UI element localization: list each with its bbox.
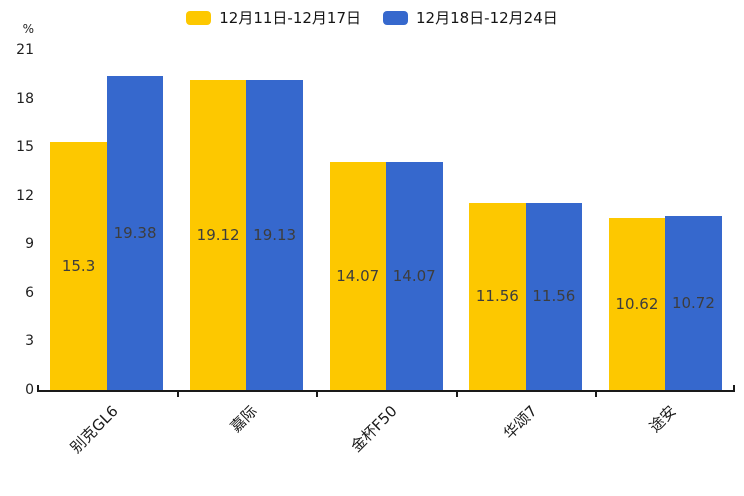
x-axis-tick <box>316 392 319 397</box>
bar-12月11日-12月17日-华颂7[interactable]: 11.56 <box>469 202 526 390</box>
x-axis-category-label: 别克GL6 <box>66 402 122 457</box>
bar-value-label: 19.38 <box>113 224 157 243</box>
bar-12月18日-12月24日-金杯F50[interactable]: 14.07 <box>386 162 443 390</box>
y-axis-tick-label: 6 <box>25 284 34 301</box>
y-axis-tick-label: 9 <box>25 236 34 253</box>
bar-value-label: 14.07 <box>336 267 380 286</box>
bar-value-label: 19.12 <box>196 226 240 245</box>
bar-12月18日-12月24日-华颂7[interactable]: 11.56 <box>525 202 583 390</box>
legend-swatch-week1-icon <box>186 10 212 25</box>
x-axis-category-label: 金杯F50 <box>347 402 401 456</box>
legend-item-week1[interactable]: 12月11日-12月17日 <box>186 7 361 28</box>
y-axis-tick-label: 3 <box>25 333 34 350</box>
legend-item-week2[interactable]: 12月18日-12月24日 <box>383 7 558 28</box>
legend-swatch-week2-icon <box>383 10 408 25</box>
x-axis-endcap <box>733 385 735 392</box>
bar-value-label: 11.56 <box>475 287 519 306</box>
bar-value-label: 11.56 <box>532 287 576 306</box>
y-axis-tick-label: 21 <box>16 42 34 58</box>
bar-12月11日-12月17日-金杯F50[interactable]: 14.07 <box>329 162 386 390</box>
y-axis-tick-label: 0 <box>25 382 34 398</box>
y-axis-unit-label: % <box>22 22 34 36</box>
x-axis-category-label: 途安 <box>645 402 680 436</box>
bar-12月11日-12月17日-嘉际[interactable]: 19.12 <box>189 80 247 390</box>
x-axis-tick <box>176 392 179 397</box>
x-axis-category-label: 嘉际 <box>227 402 262 436</box>
bar-12月11日-12月17日-途安[interactable]: 10.62 <box>608 218 666 390</box>
bar-value-label: 10.62 <box>615 295 659 314</box>
bar-12月18日-12月24日-途安[interactable]: 10.72 <box>665 216 722 390</box>
x-axis-category-label: 华颂7 <box>499 402 541 443</box>
bar-12月18日-12月24日-嘉际[interactable]: 19.13 <box>246 80 303 390</box>
plot-area: 15.3 19.12 14.07 11.56 10.62 19.38 19.13 14.07 1… <box>37 50 735 457</box>
bar-value-label: 15.3 <box>61 257 96 276</box>
y-axis-tick-label: 12 <box>16 187 34 204</box>
bar-value-label: 10.72 <box>671 294 715 313</box>
legend-label-week1: 12月11日-12月17日 <box>219 9 361 27</box>
bar-value-label: 19.13 <box>253 226 297 245</box>
x-axis-endcap <box>37 385 39 392</box>
legend-label-week2: 12月18日-12月24日 <box>416 9 558 27</box>
bar-value-label: 14.07 <box>392 267 436 286</box>
x-axis-tick <box>455 392 458 397</box>
bar-12月18日-12月24日-别克GL6[interactable]: 19.38 <box>106 76 164 390</box>
y-axis-tick-label: 18 <box>16 90 34 107</box>
y-axis-tick-label: 15 <box>16 139 34 156</box>
bar-12月11日-12月17日-别克GL6[interactable]: 15.3 <box>50 142 107 390</box>
chart-legend: 12月11日-12月17日 12月18日-12月24日 <box>0 7 744 28</box>
x-axis-tick <box>595 392 598 397</box>
